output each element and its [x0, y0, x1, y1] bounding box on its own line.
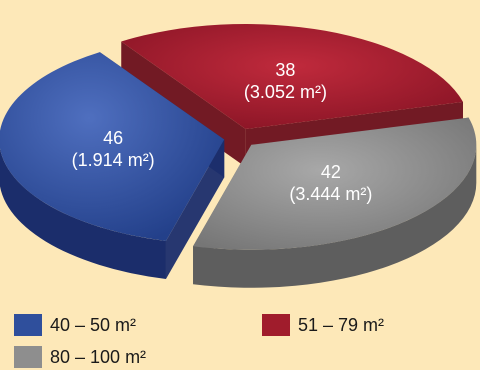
slice-top-40-50 [0, 52, 225, 241]
legend-swatch-40-50 [14, 314, 42, 336]
legend-swatch-80-100 [14, 346, 42, 368]
legend-label-40-50: 40 – 50 m² [50, 314, 137, 335]
slice-area-40-50: (1.914 m²) [72, 150, 155, 170]
slice-value-40-50: 46 [103, 128, 123, 148]
legend-item-80-100: 80 – 100 m² [14, 346, 146, 368]
legend-swatch-51-79 [262, 314, 290, 336]
pie-chart: 46(1.914 m²) 38(3.052 m²) 42(3.444 m²) [0, 24, 477, 288]
slice-value-80-100: 42 [321, 162, 341, 182]
slice-wall-40-50-0 [165, 139, 225, 279]
slice-side-40-50 [0, 147, 166, 279]
slice-area-80-100: (3.444 m²) [289, 184, 372, 204]
legend-item-51-79: 51 – 79 m² [262, 314, 384, 336]
slice-side-80-100 [193, 144, 477, 288]
slice-area-51-79: (3.052 m²) [244, 82, 327, 102]
legend-item-40-50: 40 – 50 m² [14, 314, 136, 336]
slice-top-51-79 [121, 24, 463, 130]
legend-label-51-79: 51 – 79 m² [298, 314, 385, 335]
slice-top-80-100 [193, 117, 477, 250]
slice-value-51-79: 38 [275, 60, 295, 80]
legend-label-80-100: 80 – 100 m² [50, 346, 147, 367]
